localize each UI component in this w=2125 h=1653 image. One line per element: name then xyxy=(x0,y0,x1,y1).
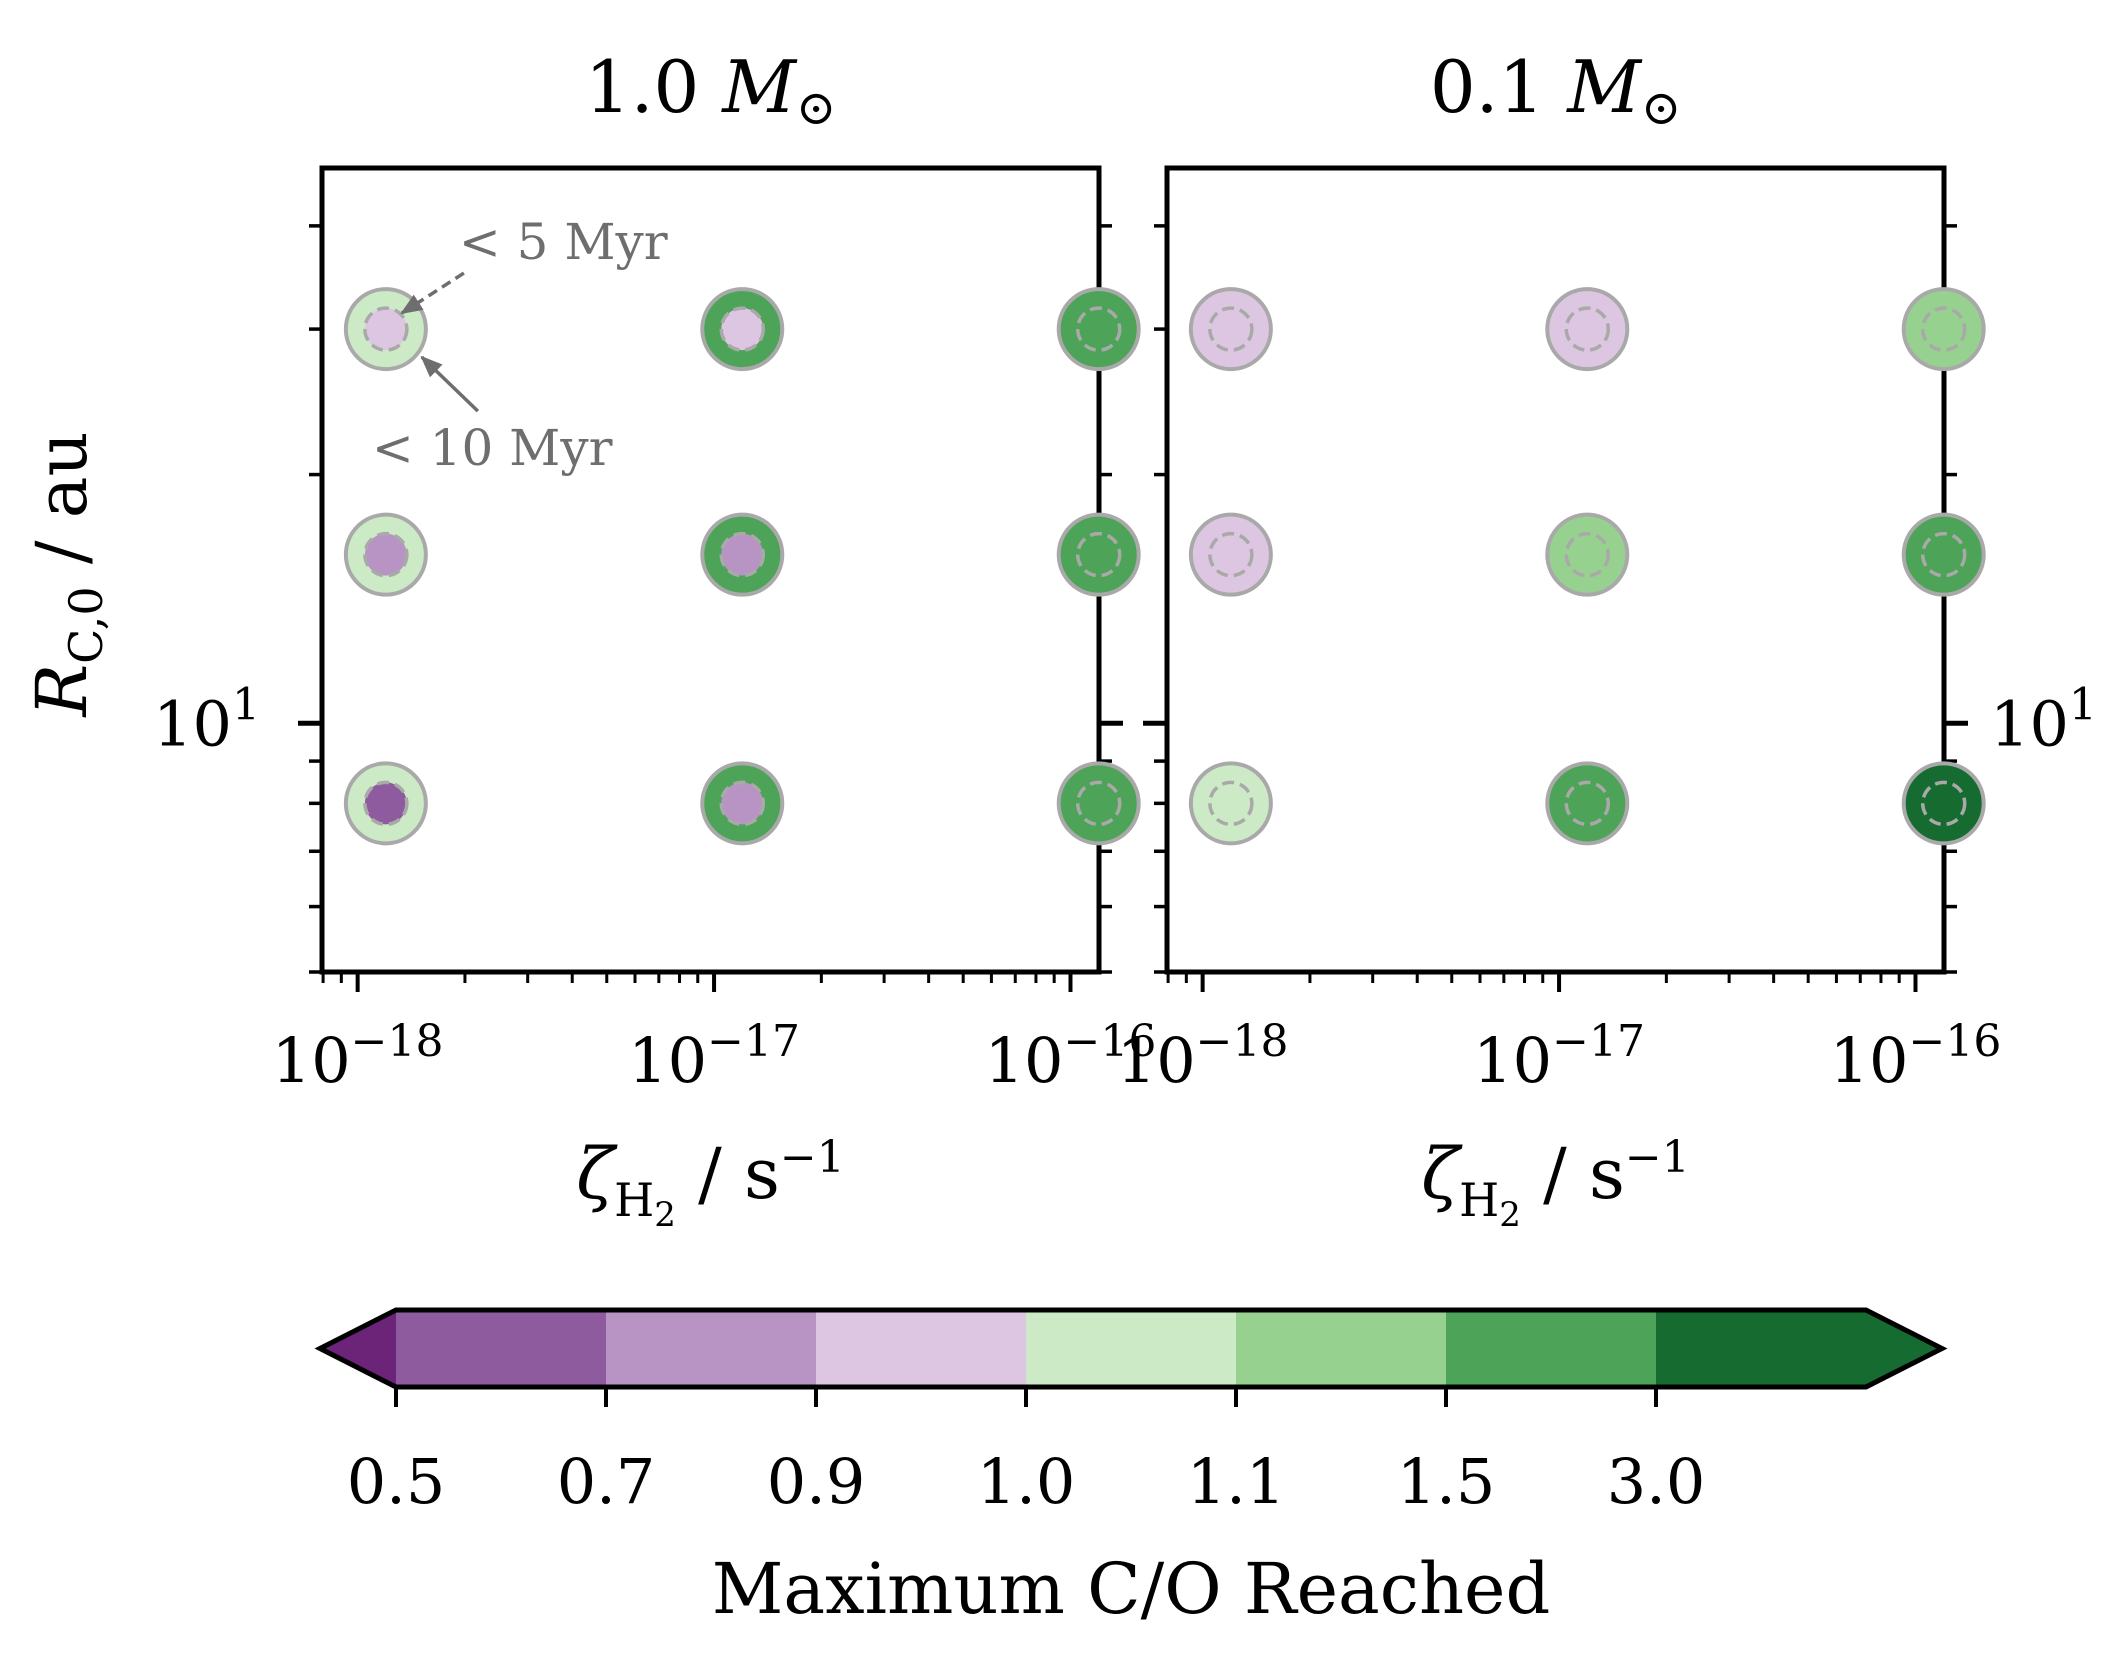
x-tick-label: 10−17 xyxy=(1473,1016,1645,1097)
colorbar-tick-label: 1.1 xyxy=(1187,1445,1286,1518)
point-inner-5myr xyxy=(363,531,409,578)
x-tick-label: 10−17 xyxy=(628,1016,800,1097)
point-inner-5myr xyxy=(1920,531,1967,578)
data-point xyxy=(1188,287,1273,372)
data-point xyxy=(1056,761,1141,846)
panel-title: 1.0 M⊙ xyxy=(585,45,836,136)
data-point xyxy=(1056,512,1141,597)
data-point xyxy=(700,512,785,597)
x-tick-label: 10−18 xyxy=(272,1016,444,1097)
y-axis-label-text: RC,0 / au xyxy=(21,431,113,718)
x-tick-label: 10−16 xyxy=(985,1016,1157,1097)
data-point xyxy=(1901,287,1986,372)
data-point xyxy=(1545,761,1630,846)
colorbar: 0.5 0.7 0.9 1.0 1.1 1.5 3.0 Maximum C/O Reached xyxy=(314,1307,1948,1630)
data-point xyxy=(343,287,428,372)
point-inner-5myr xyxy=(1208,306,1254,352)
point-inner-5myr xyxy=(1075,531,1122,578)
y-tick-label: 101 xyxy=(153,679,260,760)
panel-0-1-msun: 0.1 M⊙ 10−18 10−17 10−16 101 ζH2 / s−1 xyxy=(1117,45,2097,1235)
point-inner-5myr xyxy=(1075,780,1122,827)
colorbar-segment xyxy=(1236,1310,1447,1387)
y-axis-label: RC,0 / au xyxy=(21,431,113,718)
data-point xyxy=(700,761,785,846)
y-tick-label: 101 xyxy=(1990,679,2097,760)
x-tick-label: 10−18 xyxy=(1117,1016,1289,1097)
colorbar-segment xyxy=(1026,1310,1237,1387)
point-inner-5myr xyxy=(1564,780,1611,827)
annotation-10myr: < 10 Myr xyxy=(372,419,613,477)
data-point xyxy=(1188,761,1273,846)
colorbar-extend-over xyxy=(1866,1310,1942,1387)
point-inner-5myr xyxy=(363,306,409,352)
colorbar-segment xyxy=(606,1310,817,1387)
data-point xyxy=(1901,761,1986,846)
point-inner-5myr xyxy=(719,531,766,578)
colorbar-segment xyxy=(816,1310,1027,1387)
point-inner-5myr xyxy=(1208,780,1254,827)
annotation-5myr: < 5 Myr xyxy=(459,213,668,271)
data-point xyxy=(343,761,428,846)
data-point xyxy=(1056,287,1141,372)
colorbar-tick-label: 1.5 xyxy=(1397,1445,1496,1518)
data-point xyxy=(1545,287,1630,372)
x-tick-label: 10−16 xyxy=(1830,1016,2002,1097)
data-point xyxy=(700,287,785,372)
colorbar-tick-label: 0.7 xyxy=(557,1445,656,1518)
colorbar-tick-label: 0.5 xyxy=(347,1445,446,1518)
point-inner-5myr xyxy=(1208,531,1254,578)
annotation-arrow-5myr xyxy=(400,271,465,315)
colorbar-segment xyxy=(1446,1310,1657,1387)
colorbar-tick-label: 3.0 xyxy=(1607,1445,1706,1518)
point-inner-5myr xyxy=(719,306,766,352)
point-inner-5myr xyxy=(1075,306,1122,352)
point-inner-5myr xyxy=(1564,306,1611,352)
data-point xyxy=(343,512,428,597)
point-inner-5myr xyxy=(363,780,409,827)
colorbar-segment xyxy=(396,1310,607,1387)
x-axis-label: ζH2 / s−1 xyxy=(1421,1132,1690,1235)
colorbar-segment xyxy=(1656,1310,1867,1387)
x-axis-label: ζH2 / s−1 xyxy=(576,1132,845,1235)
colorbar-outline xyxy=(314,1307,1948,1390)
data-point xyxy=(1901,512,1986,597)
colorbar-tick-label: 0.9 xyxy=(767,1445,866,1518)
panel-title: 0.1 M⊙ xyxy=(1430,45,1681,136)
colorbar-extend-under xyxy=(320,1310,396,1387)
annotation-arrow-10myr xyxy=(420,355,480,413)
data-point xyxy=(1188,512,1273,597)
point-inner-5myr xyxy=(1920,780,1967,827)
data-point xyxy=(1545,512,1630,597)
point-inner-5myr xyxy=(1564,531,1611,578)
point-inner-5myr xyxy=(719,780,766,827)
panel-1-0-msun: 1.0 M⊙ 10−18 10−17 10−16 101 ζH2 / s−1 < 5 Myr… xyxy=(153,45,1156,1235)
point-inner-5myr xyxy=(1920,306,1967,352)
colorbar-label: Maximum C/O Reached xyxy=(712,1548,1551,1630)
colorbar-tick-label: 1.0 xyxy=(977,1445,1076,1518)
